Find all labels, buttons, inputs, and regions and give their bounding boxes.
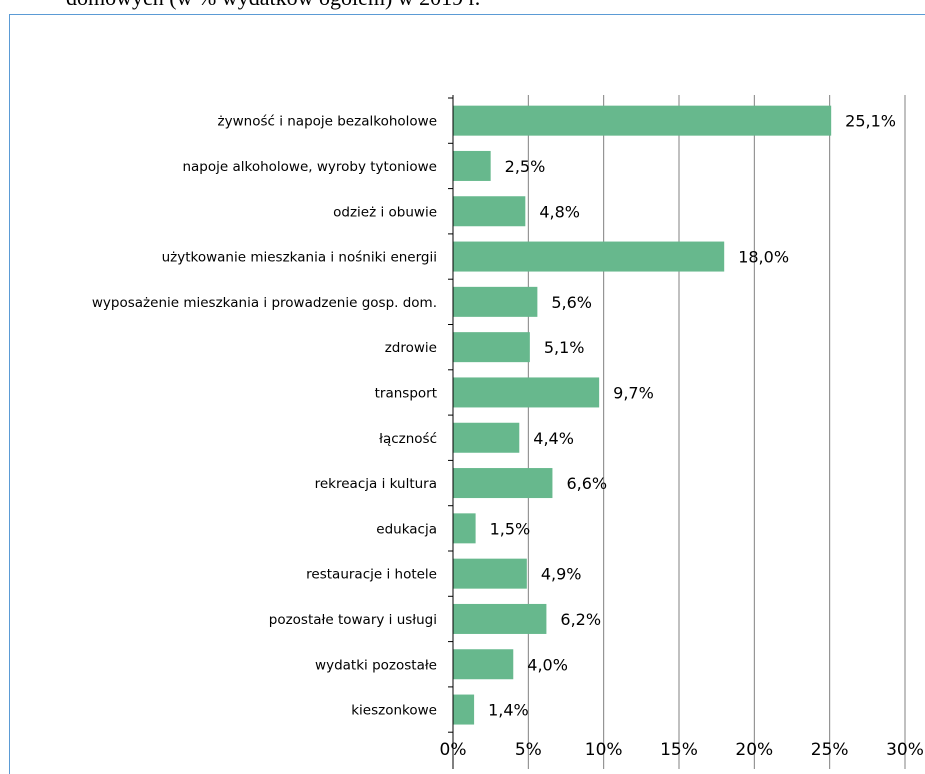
bar	[453, 422, 520, 453]
bar	[453, 649, 514, 680]
category-label: edukacja	[376, 521, 437, 537]
category-label: pozostałe towary i usługi	[269, 612, 437, 628]
value-label: 4,0%	[527, 655, 568, 674]
value-labels: 25,1% 2,5% 4,8% 18,0% 5,6% 5,1% 9,7% 4,4% 6,6% 1,…	[488, 112, 896, 720]
category-label: łączność	[379, 431, 437, 447]
bar	[453, 694, 475, 725]
x-axis-tick-labels: 0% 5% 10% 15% 20% 25% 30%	[440, 740, 924, 760]
category-label: zdrowie	[385, 340, 437, 356]
category-label: wydatki pozostałe	[315, 657, 437, 673]
x-tick-label: 30%	[886, 740, 924, 760]
bar	[453, 513, 476, 544]
value-label: 1,5%	[490, 519, 531, 538]
value-label: 4,9%	[541, 565, 582, 584]
category-label: żywność i napoje bezalkoholowe	[218, 114, 437, 130]
value-label: 25,1%	[845, 112, 896, 131]
value-label: 18,0%	[738, 248, 789, 267]
value-label: 6,6%	[566, 474, 607, 493]
value-label: 9,7%	[613, 383, 654, 402]
bar	[453, 286, 538, 317]
bar	[453, 196, 526, 227]
chart-heading: domowych (w % wydatków ogółem) w 2019 r.	[66, 0, 480, 13]
value-label: 5,1%	[544, 338, 585, 357]
value-label: 6,2%	[560, 610, 601, 629]
value-label: 2,5%	[505, 157, 546, 176]
category-labels: żywność i napoje bezalkoholowe napoje alk…	[92, 114, 437, 719]
bar	[453, 150, 491, 181]
bar	[453, 603, 547, 634]
category-label: restauracje i hotele	[306, 567, 437, 583]
chart-frame	[9, 14, 925, 774]
category-label: kieszonkowe	[351, 703, 437, 719]
value-label: 1,4%	[488, 701, 529, 720]
y-axis	[448, 95, 454, 769]
value-label: 4,8%	[539, 202, 580, 221]
category-label: użytkowanie mieszkania i nośniki energii	[162, 250, 437, 266]
gridlines	[527, 95, 906, 769]
value-label: 5,6%	[551, 293, 592, 312]
category-label: wyposażenie mieszkania i prowadzenie gos…	[92, 295, 437, 311]
bar	[453, 332, 530, 363]
value-label: 4,4%	[533, 429, 574, 448]
x-tick-label: 10%	[585, 740, 623, 760]
x-tick-label: 20%	[735, 740, 773, 760]
category-label: napoje alkoholowe, wyroby tytoniowe	[182, 159, 437, 175]
bars	[453, 105, 832, 725]
bar	[453, 468, 553, 499]
category-label: transport	[375, 385, 437, 401]
category-label: rekreacja i kultura	[315, 476, 437, 492]
x-tick-label: 25%	[811, 740, 849, 760]
bar	[453, 377, 600, 408]
category-label: odzież i obuwie	[333, 204, 437, 220]
x-tick-label: 5%	[515, 740, 542, 760]
bar	[453, 558, 527, 589]
bar	[453, 105, 832, 136]
bar	[453, 241, 725, 272]
x-tick-label: 15%	[660, 740, 698, 760]
